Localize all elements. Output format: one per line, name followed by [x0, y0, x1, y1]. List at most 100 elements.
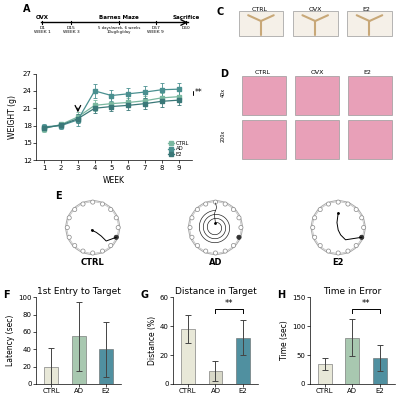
Circle shape — [326, 249, 330, 253]
Text: AD: AD — [209, 258, 222, 267]
Circle shape — [213, 251, 217, 255]
FancyBboxPatch shape — [348, 120, 392, 159]
Circle shape — [101, 202, 105, 206]
Circle shape — [196, 208, 200, 212]
Circle shape — [114, 235, 119, 239]
Bar — [181, 329, 195, 384]
Circle shape — [237, 235, 241, 239]
Text: Barnes Maze: Barnes Maze — [99, 15, 139, 20]
Circle shape — [65, 226, 69, 230]
Circle shape — [190, 216, 194, 220]
FancyBboxPatch shape — [242, 120, 286, 159]
Bar — [72, 336, 85, 384]
Circle shape — [326, 202, 330, 206]
Text: **: ** — [225, 299, 233, 308]
Text: D15
WEEK 3: D15 WEEK 3 — [63, 26, 79, 34]
Circle shape — [346, 202, 350, 206]
Circle shape — [312, 216, 317, 220]
Y-axis label: Distance (%): Distance (%) — [148, 316, 157, 365]
FancyBboxPatch shape — [347, 11, 392, 36]
Circle shape — [354, 244, 358, 248]
Circle shape — [114, 235, 119, 239]
FancyBboxPatch shape — [295, 120, 339, 159]
Circle shape — [203, 249, 208, 253]
Text: OVX: OVX — [36, 15, 49, 20]
Bar — [99, 349, 113, 384]
Circle shape — [359, 235, 364, 239]
Circle shape — [67, 235, 71, 239]
Circle shape — [91, 200, 95, 204]
Text: E2: E2 — [332, 258, 344, 267]
FancyBboxPatch shape — [295, 76, 339, 115]
Circle shape — [237, 235, 241, 239]
Circle shape — [91, 251, 95, 255]
Circle shape — [81, 249, 85, 253]
X-axis label: WEEK: WEEK — [103, 176, 125, 185]
Text: **: ** — [195, 88, 202, 98]
Text: H: H — [277, 290, 285, 300]
Circle shape — [81, 202, 85, 206]
Circle shape — [361, 226, 366, 230]
Circle shape — [237, 216, 241, 220]
Text: A: A — [23, 4, 31, 14]
Bar — [44, 367, 58, 384]
Circle shape — [312, 202, 364, 253]
Circle shape — [336, 251, 340, 255]
Text: D: D — [220, 69, 228, 79]
Text: C: C — [216, 6, 223, 16]
Text: CTRL: CTRL — [81, 258, 105, 267]
Circle shape — [318, 244, 322, 248]
Bar — [209, 371, 222, 384]
Text: 5 days/week, 6 weeks
10ug/kg/day: 5 days/week, 6 weeks 10ug/kg/day — [98, 26, 140, 34]
Legend: CTRL, AD, E2: CTRL, AD, E2 — [167, 140, 190, 158]
Text: D57
WEEK 9: D57 WEEK 9 — [147, 26, 164, 34]
Bar — [346, 338, 359, 384]
Text: E2: E2 — [363, 70, 371, 75]
Circle shape — [67, 216, 71, 220]
Text: E: E — [55, 190, 61, 200]
Circle shape — [311, 226, 315, 230]
Circle shape — [354, 208, 358, 212]
Circle shape — [312, 235, 317, 239]
Circle shape — [196, 244, 200, 248]
Text: OVX: OVX — [310, 70, 324, 75]
Text: D60: D60 — [182, 26, 190, 30]
FancyBboxPatch shape — [242, 76, 286, 115]
Text: G: G — [140, 290, 148, 300]
Circle shape — [101, 249, 105, 253]
Circle shape — [231, 208, 235, 212]
Circle shape — [359, 216, 364, 220]
Circle shape — [67, 202, 119, 253]
Text: D1
WEEK 1: D1 WEEK 1 — [34, 26, 51, 34]
Text: E2: E2 — [362, 7, 370, 12]
Circle shape — [114, 216, 119, 220]
Text: CTRL: CTRL — [254, 70, 270, 75]
Text: CTRL: CTRL — [251, 7, 267, 12]
Text: OVX: OVX — [308, 7, 322, 12]
Bar — [236, 338, 250, 384]
Y-axis label: Latency (sec): Latency (sec) — [6, 315, 16, 366]
FancyBboxPatch shape — [293, 11, 338, 36]
Circle shape — [109, 244, 113, 248]
Bar — [373, 358, 387, 384]
Title: 1st Entry to Target: 1st Entry to Target — [37, 288, 120, 296]
Circle shape — [239, 226, 243, 230]
Circle shape — [73, 208, 77, 212]
FancyBboxPatch shape — [348, 76, 392, 115]
Circle shape — [359, 235, 364, 239]
Text: 200x: 200x — [221, 130, 226, 142]
Circle shape — [231, 244, 235, 248]
Circle shape — [223, 202, 227, 206]
Text: 40x: 40x — [221, 88, 226, 97]
Y-axis label: Time (sec): Time (sec) — [280, 321, 289, 360]
Circle shape — [318, 208, 322, 212]
Circle shape — [223, 249, 227, 253]
Circle shape — [188, 226, 192, 230]
Circle shape — [73, 244, 77, 248]
Y-axis label: WEIGHT (g): WEIGHT (g) — [8, 95, 17, 139]
Circle shape — [116, 226, 120, 230]
Title: Time in Error: Time in Error — [323, 288, 381, 296]
Circle shape — [203, 202, 208, 206]
Text: **: ** — [362, 299, 370, 308]
Circle shape — [336, 200, 340, 204]
